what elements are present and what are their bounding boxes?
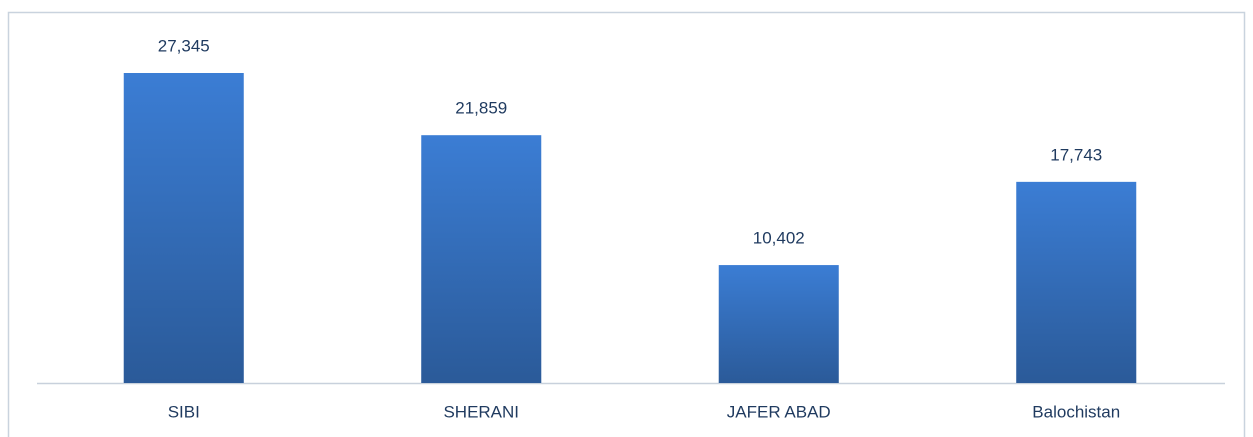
bar-shade [123,73,244,383]
bar-shade [421,135,542,383]
data-label: 27,345 [158,36,210,55]
x-tick-label: JAFER ABAD [727,402,831,421]
bar-shade [718,265,839,383]
data-label: 21,859 [455,99,507,118]
data-label: 17,743 [1050,145,1102,164]
chart-frame [7,11,1246,437]
x-tick-label: Balochistan [1032,402,1120,421]
x-tick-label: SHERANI [443,402,519,421]
bar-shade [1016,181,1137,383]
x-tick-label: SIBI [168,402,200,421]
data-label: 10,402 [753,229,805,248]
